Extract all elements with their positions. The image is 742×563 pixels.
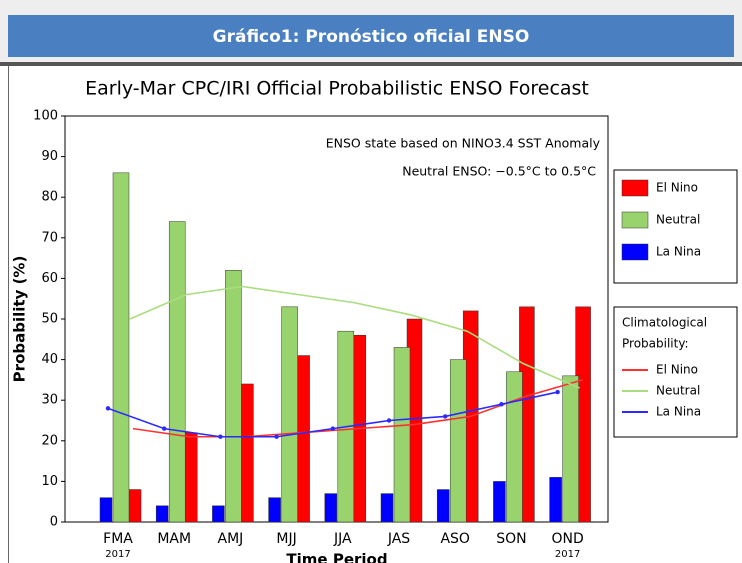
bar <box>281 306 298 523</box>
bar <box>168 221 186 523</box>
legend-label: Neutral <box>656 384 700 398</box>
bar <box>493 481 506 523</box>
x-axis-label: Time Period <box>286 551 387 563</box>
y-tick-label: 60 <box>41 271 58 286</box>
header-rule <box>0 62 742 66</box>
y-tick-label: 70 <box>41 230 58 245</box>
climatology-point <box>555 389 560 395</box>
climatology-point <box>105 406 111 411</box>
bar <box>506 371 523 523</box>
climatology-point <box>443 414 448 419</box>
x-tick-label: JAS <box>387 531 410 547</box>
y-tick-label: 30 <box>41 393 58 408</box>
legend-title: Climatological <box>622 316 707 330</box>
bar <box>380 493 394 523</box>
climatology-point <box>330 426 335 431</box>
bar <box>436 489 450 523</box>
x-tick-label: ASO <box>440 531 469 547</box>
legend-label: La Nina <box>656 245 701 259</box>
legend-swatch <box>621 211 649 229</box>
y-tick-label: 40 <box>41 352 58 367</box>
y-tick-label: 10 <box>41 474 58 489</box>
legend-label: La Nina <box>656 405 701 419</box>
y-tick-label: 80 <box>41 190 58 205</box>
x-tick-label: MJJ <box>276 531 296 547</box>
bar <box>393 347 411 523</box>
x-tick-label: JJA <box>333 531 352 547</box>
legend-title: Probability: <box>622 337 689 351</box>
bar <box>324 493 338 523</box>
bar <box>225 270 242 523</box>
y-tick-label: 50 <box>41 312 58 327</box>
legend-swatch <box>621 243 649 261</box>
x-tick-label: FMA <box>103 531 133 547</box>
climatology-point <box>218 434 223 439</box>
legend-box <box>613 306 738 438</box>
bar <box>549 477 562 523</box>
bar <box>155 505 169 523</box>
chart-title: Early-Mar CPC/IRI Official Probabilistic… <box>85 78 589 100</box>
bar <box>212 505 225 523</box>
climatology-point <box>386 418 392 423</box>
y-tick-label: 0 <box>50 515 58 530</box>
y-tick-label: 20 <box>41 433 58 448</box>
x-tick-label: SON <box>496 531 526 547</box>
bar <box>112 172 130 523</box>
y-tick-label: 100 <box>33 109 58 124</box>
legend-label: Neutral <box>656 213 700 227</box>
climatology-point <box>499 402 504 407</box>
x-year-label: 2017 <box>105 549 130 560</box>
legend-label: El Nino <box>656 363 698 377</box>
climatology-line <box>129 285 580 389</box>
x-tick-label: AMJ <box>218 531 244 547</box>
bar <box>562 375 579 523</box>
bar <box>99 497 113 523</box>
y-axis-label: Probability (%) <box>11 256 29 383</box>
header-banner <box>8 15 734 57</box>
legend-label: El Nino <box>656 181 698 195</box>
bar <box>268 497 281 523</box>
climatology-point <box>274 434 279 439</box>
y-tick-label: 90 <box>41 149 58 164</box>
annotation: Neutral ENSO: −0.5°C to 0.5°C <box>402 164 596 179</box>
x-tick-label: OND <box>551 531 583 547</box>
header-title: Gráfico1: Pronóstico oficial ENSO <box>213 27 530 47</box>
x-year-label: 2017 <box>555 549 580 560</box>
bar <box>449 359 467 523</box>
legend-swatch <box>621 179 649 197</box>
annotation: ENSO state based on NINO3.4 SST Anomaly <box>326 136 601 151</box>
climatology-point <box>162 426 167 431</box>
x-tick-label: MAM <box>157 531 191 547</box>
